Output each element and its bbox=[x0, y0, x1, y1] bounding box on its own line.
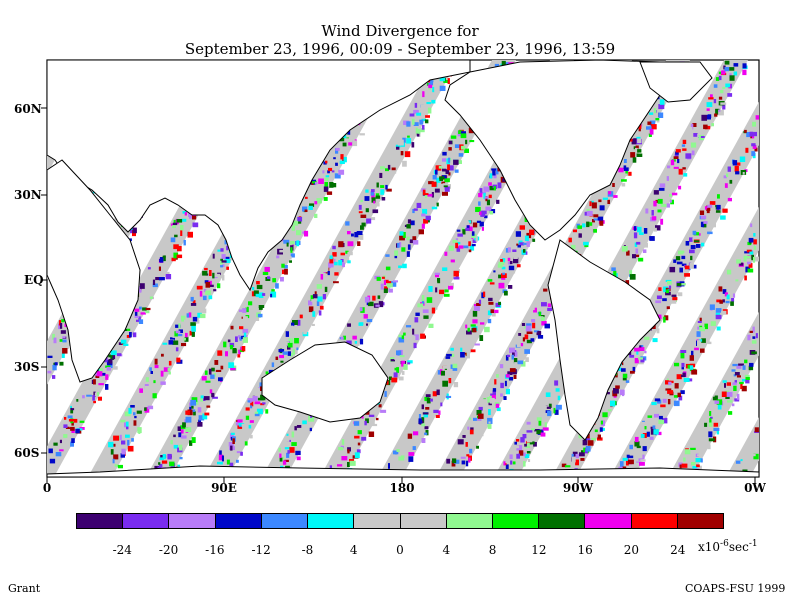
colorbar-swatch-4 bbox=[261, 514, 309, 528]
colorbar-tick-label: -24 bbox=[112, 543, 132, 557]
land-africa bbox=[46, 159, 141, 383]
lon-label-90e: 90E bbox=[211, 481, 237, 495]
lat-label-60s: 60S bbox=[14, 446, 40, 460]
lon-label-180: 180 bbox=[389, 481, 415, 495]
colorbar-swatch-13 bbox=[677, 514, 724, 528]
colorbar-swatch-10 bbox=[539, 514, 586, 528]
colorbar-swatch-8 bbox=[446, 514, 493, 528]
colorbar-tick-label: 16 bbox=[577, 543, 593, 557]
lat-label-30s: 30S bbox=[14, 360, 40, 374]
colorbar-swatch-0 bbox=[77, 514, 124, 528]
colorbar bbox=[76, 513, 724, 529]
lon-label-0: 0 bbox=[42, 481, 52, 495]
colorbar-swatch-2 bbox=[169, 514, 216, 528]
footer-grant: Grant bbox=[8, 582, 41, 595]
footer-credit: COAPS-FSU 1999 bbox=[685, 582, 786, 595]
land-europe-asia bbox=[46, 59, 471, 292]
land-antarctica bbox=[46, 465, 760, 478]
colorbar-tick-label: -8 bbox=[301, 543, 314, 557]
colorbar-swatch-7 bbox=[400, 514, 447, 528]
continent-outlines bbox=[46, 59, 760, 478]
colorbar-tick-label: 0 bbox=[396, 543, 404, 557]
colorbar-swatch-3 bbox=[215, 514, 262, 528]
lon-label-90w: 90W bbox=[562, 481, 594, 495]
colorbar-units: x10-6sec-1 bbox=[698, 539, 758, 554]
colorbar-tick-label: -16 bbox=[205, 543, 225, 557]
colorbar-tick-label: 24 bbox=[670, 543, 686, 557]
swath-band bbox=[610, 206, 759, 477]
colorbar-swatch-6 bbox=[354, 514, 401, 528]
map-subtitle-date-range: September 23, 1996, 00:09 - September 23… bbox=[184, 40, 616, 58]
land-greenland bbox=[639, 61, 713, 103]
land-australia bbox=[261, 341, 389, 423]
axis-ticks bbox=[41, 107, 756, 483]
colorbar-swatch-12 bbox=[631, 514, 678, 528]
colorbar-swatch-1 bbox=[123, 514, 170, 528]
colorbar-swatch-5 bbox=[308, 514, 355, 528]
lat-label-60n: 60N bbox=[14, 102, 42, 116]
colorbar-swatch-11 bbox=[585, 514, 632, 528]
lat-label-30n: 30N bbox=[14, 188, 42, 202]
colorbar-tick-label: 20 bbox=[623, 543, 640, 557]
colorbar-tick-label: 4 bbox=[442, 543, 451, 557]
lat-label-eq: EQ bbox=[24, 273, 44, 287]
land-south-america bbox=[547, 239, 661, 441]
map-title: Wind Divergence for bbox=[321, 22, 479, 40]
colorbar-tick-label: 12 bbox=[531, 543, 547, 557]
colorbar-swatch-9 bbox=[492, 514, 540, 528]
colorbar-tick-label: 4 bbox=[349, 543, 358, 557]
swath-band bbox=[552, 101, 759, 477]
swath-band bbox=[47, 60, 52, 70]
colorbar-tick-label: 8 bbox=[488, 543, 497, 557]
colorbar-tick-label: -12 bbox=[251, 543, 271, 557]
colorbar-tick-label: -20 bbox=[158, 543, 179, 557]
lon-label-0w: 0W bbox=[744, 481, 766, 495]
